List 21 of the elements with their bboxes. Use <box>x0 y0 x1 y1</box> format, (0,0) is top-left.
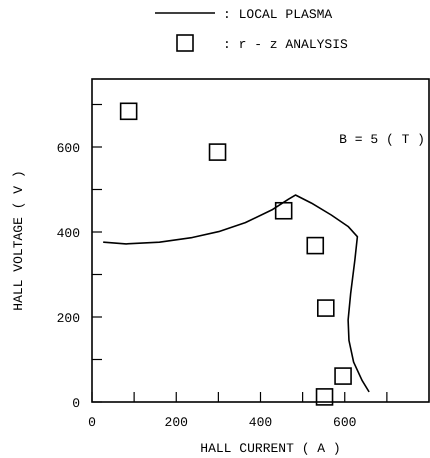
y-tick-label: 600 <box>56 141 80 156</box>
y-tick-label: 400 <box>56 226 80 241</box>
x-tick-label: 400 <box>248 415 272 430</box>
point <box>334 367 352 385</box>
line-series <box>102 194 370 392</box>
point <box>120 102 138 120</box>
x-tick-label: 200 <box>164 415 188 430</box>
x-axis-title: HALL CURRENT ( A ) <box>200 441 341 456</box>
point <box>316 388 334 406</box>
y-tick-label: 200 <box>56 311 80 326</box>
point <box>306 236 324 254</box>
legend-label: : LOCAL PLASMA <box>223 7 332 22</box>
annotation: B = 5 ( T ) <box>339 132 425 147</box>
y-tick-label: 0 <box>72 396 80 411</box>
x-tick-label: 600 <box>333 415 356 430</box>
x-tick-label: 0 <box>88 415 96 430</box>
point <box>208 143 226 161</box>
legend-label: : r - z ANALYSIS <box>223 37 348 52</box>
point <box>274 202 292 220</box>
y-axis-title: HALL VOLTAGE ( V ) <box>11 170 26 311</box>
point <box>316 299 335 317</box>
